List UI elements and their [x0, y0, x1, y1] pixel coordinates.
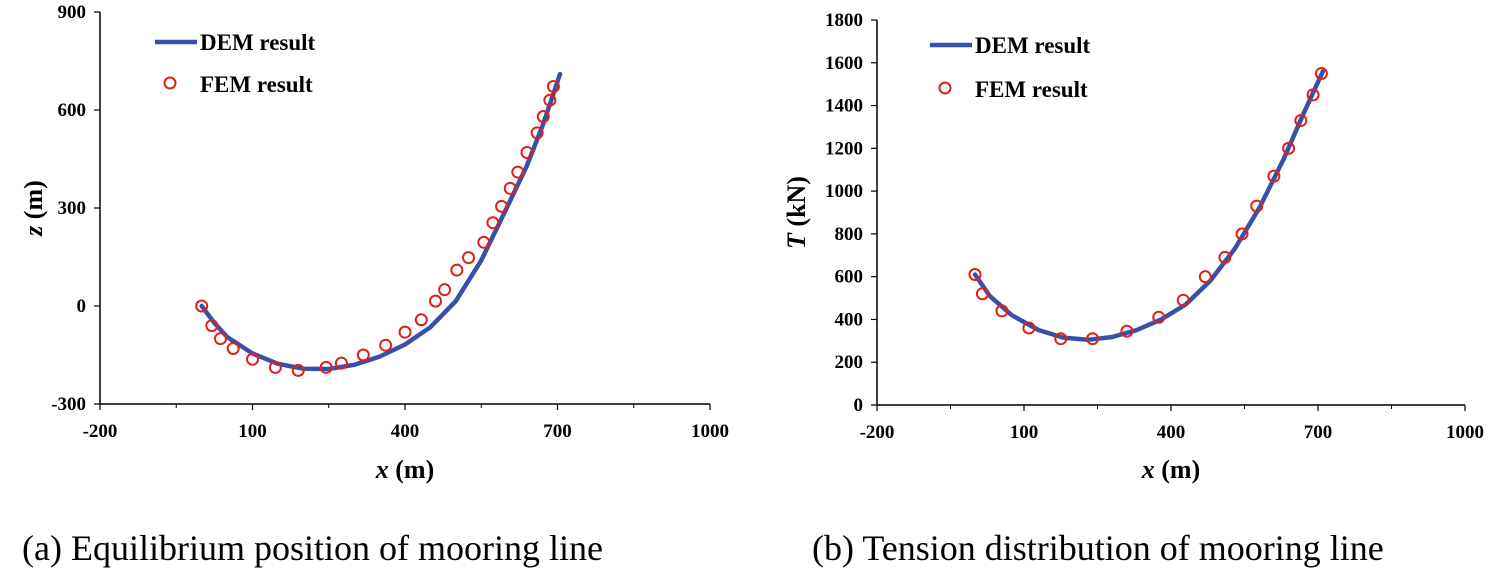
y-tick-label: 0	[854, 395, 864, 416]
fem-result-point	[1198, 270, 1212, 284]
fem-result-point	[1314, 66, 1328, 80]
y-axis-label: T (kN)	[782, 176, 811, 249]
fem-result-point	[1022, 321, 1036, 335]
fem-result-point	[1120, 324, 1134, 338]
y-axis-label: z (m)	[19, 180, 48, 237]
figure-caption: (b) Tension distribution of mooring line	[812, 528, 1384, 568]
fem-result-point	[1152, 310, 1166, 324]
fem-result-point	[1282, 141, 1296, 155]
fem-result-point	[246, 352, 259, 366]
fem-result-point	[462, 251, 476, 265]
fem-result-point	[438, 283, 452, 297]
fem-result-point	[1235, 227, 1249, 241]
x-axis-label: x (m)	[1141, 455, 1200, 484]
fem-result-point	[543, 93, 557, 107]
fem-result-point	[226, 341, 240, 355]
x-tick-label: 400	[391, 421, 420, 442]
fem-result-point	[195, 299, 209, 313]
dem-result-line	[972, 69, 1326, 343]
fem-result-point	[503, 181, 517, 195]
fem-result-point	[319, 360, 333, 374]
fem-result-point	[520, 145, 534, 159]
fem-result-point	[1218, 250, 1232, 264]
fem-result-point	[334, 356, 348, 370]
fem-result-point	[486, 216, 500, 230]
dem-result-line	[199, 71, 563, 372]
fem-result-point	[356, 348, 370, 362]
legend-fem-marker	[938, 81, 952, 95]
fem-result-point	[530, 126, 544, 140]
y-tick-label: 1000	[825, 181, 863, 202]
chart-panel-a: -300 0 300 600 900 -200 100 400 700 1000 x (m) z (m…	[19, 2, 729, 568]
x-tick-label: 100	[1010, 422, 1039, 443]
fem-result-point	[268, 360, 282, 374]
x-tick-label: 1000	[1446, 422, 1484, 443]
legend-dem-label: DEM result	[200, 30, 316, 55]
fem-result-point	[429, 294, 442, 308]
chart-panel-b: 0 200 400 600 800 1000 1200 1400 1600 1800 -200 100…	[782, 10, 1484, 568]
fem-result-point	[291, 363, 305, 377]
fem-result-point	[536, 110, 550, 124]
x-tick-label: 100	[238, 421, 267, 442]
x-tick-label: 700	[543, 421, 572, 442]
y-tick-label: 900	[58, 2, 87, 23]
y-tick-label: 300	[58, 198, 87, 219]
fem-result-point	[975, 287, 989, 301]
y-tick-label: 1200	[825, 138, 863, 159]
y-tick-label: 1600	[825, 53, 863, 74]
legend-fem-label: FEM result	[975, 77, 1088, 102]
fem-result-point	[379, 338, 393, 352]
fem-result-point	[414, 313, 428, 327]
y-tick-label: 1800	[825, 10, 863, 31]
legend-fem-marker	[163, 76, 177, 90]
legend-dem-label: DEM result	[975, 33, 1091, 58]
fem-result-point	[1267, 169, 1281, 183]
fem-result-point	[205, 319, 219, 333]
y-tick-label: 200	[835, 352, 864, 373]
fem-result-point	[398, 325, 412, 339]
fem-result-point	[477, 235, 491, 249]
fem-result-point	[1176, 293, 1190, 307]
fem-result-point	[511, 165, 525, 179]
x-tick-label: 400	[1157, 422, 1186, 443]
y-tick-label: 800	[835, 224, 864, 245]
y-tick-label: -300	[51, 394, 86, 415]
fem-result-point	[968, 268, 982, 282]
fem-result-point	[995, 304, 1009, 318]
fem-result-point	[1054, 332, 1068, 346]
y-tick-label: 400	[835, 309, 864, 330]
x-tick-label: 1000	[691, 421, 729, 442]
fem-result-point	[546, 79, 560, 93]
figure-caption: (a) Equilibrium position of mooring line	[22, 528, 603, 568]
y-tick-label: 600	[835, 267, 864, 288]
fem-result-point	[1294, 114, 1308, 128]
x-tick-label: -200	[860, 422, 895, 443]
fem-result-point	[1086, 332, 1100, 346]
fem-result-point	[1306, 88, 1320, 102]
fem-result-point	[495, 199, 509, 213]
x-tick-label: 700	[1304, 422, 1333, 443]
fem-result-point	[213, 332, 227, 346]
y-tick-label: 0	[77, 296, 87, 317]
legend-fem-label: FEM result	[200, 72, 313, 97]
x-axis-label: x (m)	[375, 455, 434, 484]
y-tick-label: 1400	[825, 96, 863, 117]
fem-result-point	[1250, 199, 1264, 213]
x-tick-label: -200	[83, 421, 118, 442]
fem-result-point	[450, 263, 464, 277]
y-tick-label: 600	[58, 100, 87, 121]
